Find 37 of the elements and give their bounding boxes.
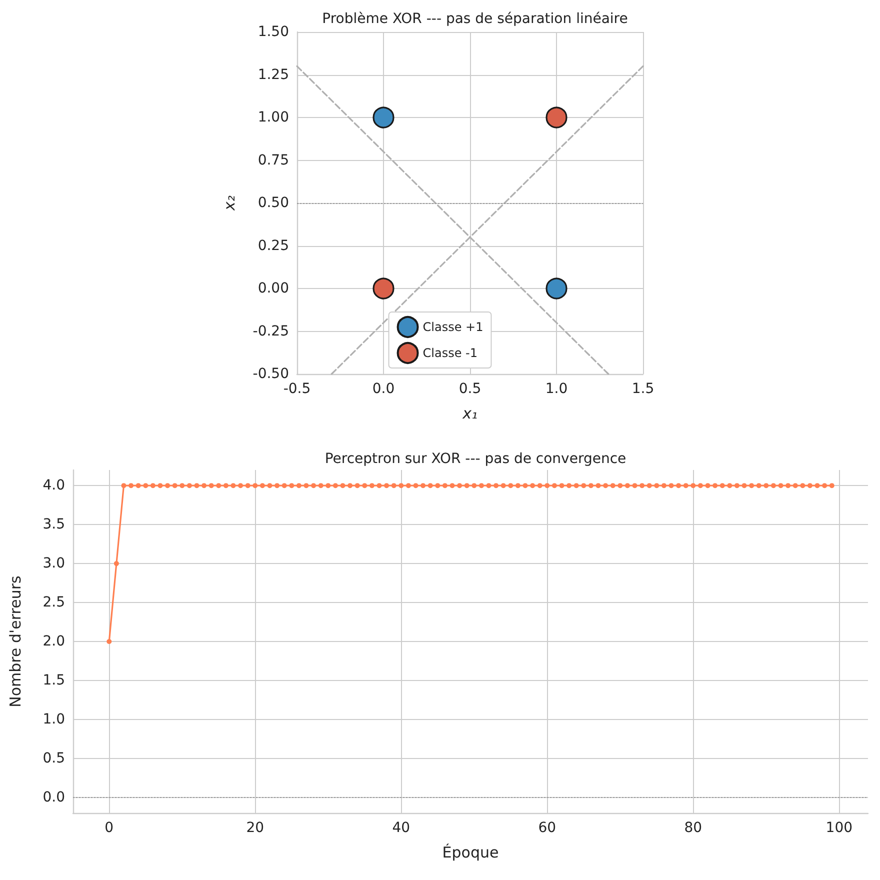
y-tick-label: 2.0 [42,634,65,650]
x-tick-label: 0 [104,820,114,836]
x-tick-label: 80 [684,820,702,836]
y-tick-label: 0.5 [42,750,65,766]
x-tick-label: -0.5 [283,381,311,397]
x-tick-label: 60 [538,820,556,836]
y-tick-label: 3.5 [42,516,65,533]
y-tick-label: 0.00 [258,280,289,296]
y-axis-title: x₂ [220,196,238,212]
x-axis-title: x₁ [462,404,478,422]
x-tick-label: 0.5 [458,381,482,397]
x-tick-label: 1.5 [632,381,654,397]
legend-label: Classe -1 [422,346,478,360]
legend-label: Classe +1 [422,320,484,334]
chart-title: Problème XOR --- pas de séparation linéaire [322,11,628,27]
y-tick-label: 1.25 [258,66,289,83]
y-tick-label: 0.75 [258,152,289,168]
y-tick-label: 3.0 [42,556,65,572]
y-tick-label: -0.25 [252,323,289,340]
x-tick-label: 1.0 [545,381,568,397]
x-tick-label: 40 [392,820,410,836]
y-tick-label: 1.50 [258,24,289,40]
y-tick-label: 0.25 [258,238,289,254]
y-tick-label: 0.50 [258,195,289,211]
x-tick-label: 100 [826,820,853,836]
y-tick-label: 1.0 [42,711,65,728]
y-tick-label: 1.00 [258,110,289,126]
y-tick-label: 1.5 [42,672,65,688]
y-axis-title: Nombre d'erreurs [6,575,24,708]
chart-title: Perceptron sur XOR --- pas de convergence [324,451,626,467]
x-axis-title: Époque [442,844,499,862]
x-tick-label: 20 [246,820,264,836]
y-tick-label: 2.5 [42,594,65,611]
y-tick-label: 4.0 [42,478,65,494]
y-tick-label: 0.0 [42,789,65,806]
x-tick-label: 0.0 [372,381,395,397]
y-tick-label: -0.50 [252,366,289,382]
